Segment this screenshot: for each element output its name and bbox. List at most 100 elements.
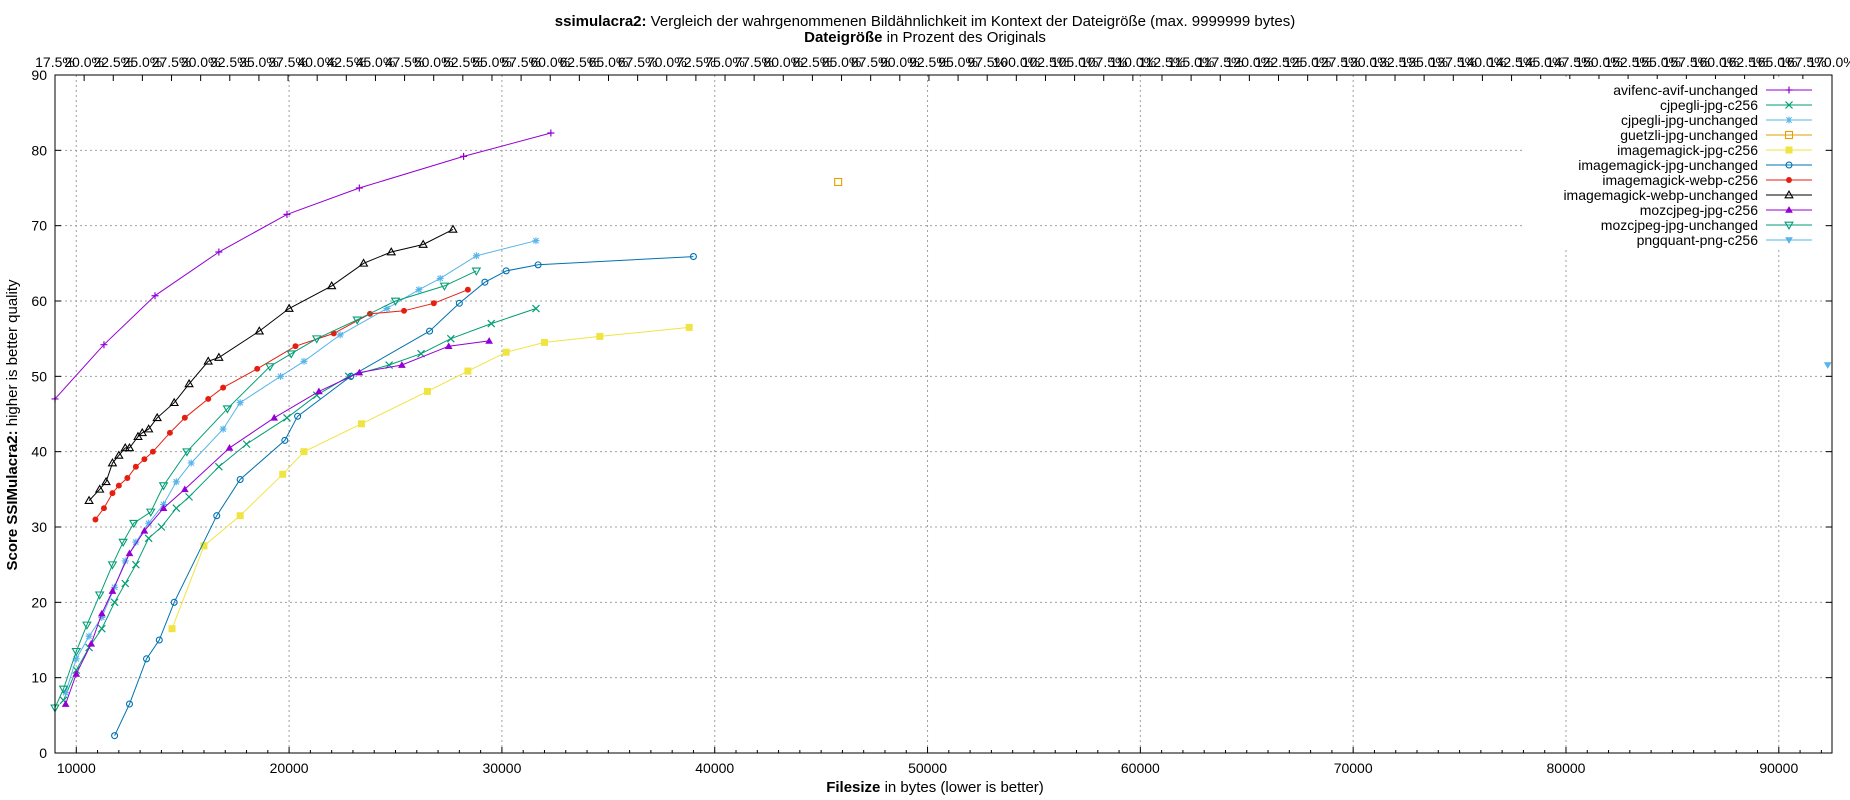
x2-tick-label: 20.0%: [64, 54, 104, 70]
data-point: [423, 387, 431, 395]
x-tick-label: 30000: [482, 760, 521, 776]
x2-tick-label: 157.5%: [1663, 54, 1710, 70]
data-point: [326, 280, 337, 290]
data-point: [152, 412, 162, 422]
legend-label: mozcjpeg-jpg-c256: [1640, 202, 1758, 218]
series-line: [171, 326, 690, 629]
x2-tick-label: 152.5%: [1604, 54, 1651, 70]
data-point: [166, 429, 173, 436]
data-point: [72, 655, 80, 663]
legend-item: mozcjpeg-jpg-c256: [1640, 202, 1812, 218]
y-tick-label: 30: [31, 519, 47, 535]
data-point: [336, 331, 344, 339]
data-point: [347, 372, 355, 380]
y-tick-label: 10: [31, 670, 47, 686]
data-point: [355, 368, 364, 376]
data-point: [1785, 146, 1793, 154]
data-point: [109, 490, 116, 497]
data-point: [444, 342, 453, 349]
data-point: [464, 286, 471, 293]
data-point: [107, 458, 118, 467]
data-point: [481, 278, 489, 286]
data-point: [1785, 116, 1793, 124]
data-point: [200, 542, 208, 550]
data-point: [383, 305, 391, 313]
y-tick-label: 80: [31, 142, 47, 158]
data-point: [108, 587, 117, 594]
data-point: [110, 598, 119, 607]
x2-tick-label: 45.0%: [356, 54, 396, 70]
y-tick-label: 90: [31, 67, 47, 83]
data-point: [141, 456, 148, 463]
data-point: [84, 495, 94, 504]
data-point: [300, 448, 308, 456]
x2-tick-label: 165.0%: [1750, 54, 1797, 70]
series-guetzli-jpg-unchanged: [834, 177, 843, 187]
x2-tick-label: 137.5%: [1430, 54, 1477, 70]
x2-tick-label: 130.0%: [1342, 54, 1389, 70]
y-tick-label: 40: [31, 444, 47, 460]
series-pngquant-png-c256: [1823, 362, 1832, 369]
data-point: [98, 613, 106, 621]
data-point: [1784, 190, 1794, 199]
data-point: [596, 332, 604, 340]
x2-tick-label: 140.0%: [1459, 54, 1506, 70]
data-point: [172, 478, 180, 486]
data-point: [1785, 237, 1793, 244]
axis-ticks: 10000 20000 30000 40000 50000 60000 70000 80000…: [31, 54, 1850, 776]
x-tick-label: 90000: [1759, 760, 1798, 776]
x-tick-label: 70000: [1334, 760, 1373, 776]
data-point: [357, 420, 365, 428]
x-tick-label: 10000: [57, 760, 96, 776]
data-point: [215, 248, 223, 256]
data-point: [358, 258, 369, 267]
chart-title: ssimulacra2: Vergleich der wahrgenommene…: [555, 13, 1295, 30]
x2-tick-label: 22.5%: [93, 54, 133, 70]
data-point: [502, 348, 510, 356]
data-point: [121, 579, 130, 588]
data-point: [181, 414, 188, 421]
data-point: [502, 267, 510, 275]
data-point: [460, 152, 468, 160]
legend-item: pngquant-png-c256: [1637, 232, 1812, 248]
data-point: [270, 413, 279, 421]
series-imagemagick-jpg-unchanged: [111, 253, 697, 740]
legend-item: mozcjpeg-jpg-unchanged: [1601, 217, 1812, 233]
x2-tick-label: 155.0%: [1633, 54, 1680, 70]
legend-label: cjpegli-jpg-c256: [1660, 97, 1758, 113]
data-point: [151, 292, 159, 300]
legend-label: cjpegli-jpg-unchanged: [1621, 112, 1758, 128]
x-tick-label: 50000: [908, 760, 947, 776]
data-point: [124, 475, 131, 482]
data-point: [97, 624, 106, 633]
data-point: [100, 505, 107, 512]
data-point: [101, 476, 111, 486]
x2-tick-label: 55.0%: [472, 54, 512, 70]
data-point: [834, 177, 843, 187]
y-tick-label: 60: [31, 293, 47, 309]
legend-item: avifenc-avif-unchanged: [1613, 82, 1812, 98]
data-point: [286, 350, 297, 359]
legend-item: guetzli-jpg-unchanged: [1620, 127, 1812, 143]
x2-tick-label: 150.0%: [1575, 54, 1622, 70]
data-point: [107, 561, 118, 570]
data-point: [689, 253, 697, 261]
x2-tick-label: 80.0%: [763, 54, 803, 70]
data-point: [142, 655, 151, 663]
series-line: [54, 132, 552, 400]
data-point: [283, 210, 291, 218]
data-point: [132, 538, 140, 546]
x2-tick-label: 17.5%: [35, 54, 75, 70]
legend-item: imagemagick-jpg-c256: [1617, 142, 1812, 158]
x2-tick-label: 97.5%: [967, 54, 1007, 70]
x2-tick-label: 162.5%: [1721, 54, 1768, 70]
data-point: [439, 282, 450, 291]
series-mozcjpeg-jpg-unchanged: [50, 267, 482, 713]
x2-tick-label: 147.5%: [1546, 54, 1593, 70]
data-point: [279, 470, 287, 478]
x2-tick-label: 72.5%: [676, 54, 716, 70]
data-point: [140, 526, 149, 534]
series-line: [54, 270, 477, 709]
data-point: [214, 352, 224, 361]
chart-subtitle-bold: Dateigröße: [804, 29, 882, 46]
